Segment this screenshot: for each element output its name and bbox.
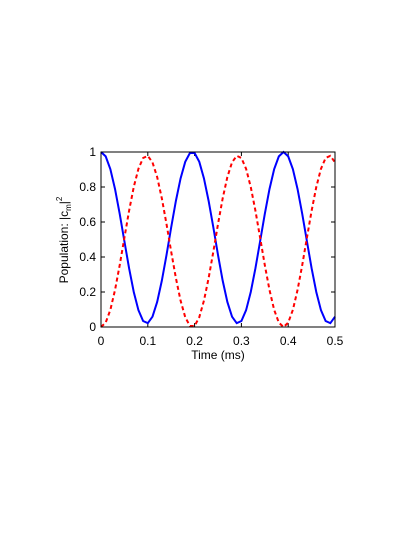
x-tick-label: 0 bbox=[98, 334, 105, 348]
y-tick-label: 0 bbox=[89, 320, 96, 334]
x-tick-label: 0.1 bbox=[139, 334, 156, 348]
x-tick-label: 0.2 bbox=[186, 334, 203, 348]
data-line bbox=[100, 154, 336, 329]
y-label-sup: 2 bbox=[55, 196, 64, 201]
plot-frame bbox=[100, 151, 336, 328]
data-line bbox=[100, 150, 336, 325]
x-axis-label: Time (ms) bbox=[191, 348, 245, 362]
y-label-text: Population: |c bbox=[57, 211, 71, 284]
y-label-mid: | bbox=[57, 201, 71, 204]
x-tick-label: 0.3 bbox=[233, 334, 250, 348]
y-tick-label: 1 bbox=[89, 145, 96, 159]
x-tick-label: 0.4 bbox=[280, 334, 297, 348]
y-axis-label: Population: |cm|2 bbox=[55, 196, 73, 283]
y-tick-label: 0.8 bbox=[79, 180, 96, 194]
y-tick-label: 0.2 bbox=[79, 285, 96, 299]
x-tick-label: 0.5 bbox=[327, 334, 344, 348]
y-label-sub: m bbox=[64, 204, 73, 211]
y-tick-label: 0.4 bbox=[79, 250, 96, 264]
y-tick-label: 0.6 bbox=[79, 215, 96, 229]
